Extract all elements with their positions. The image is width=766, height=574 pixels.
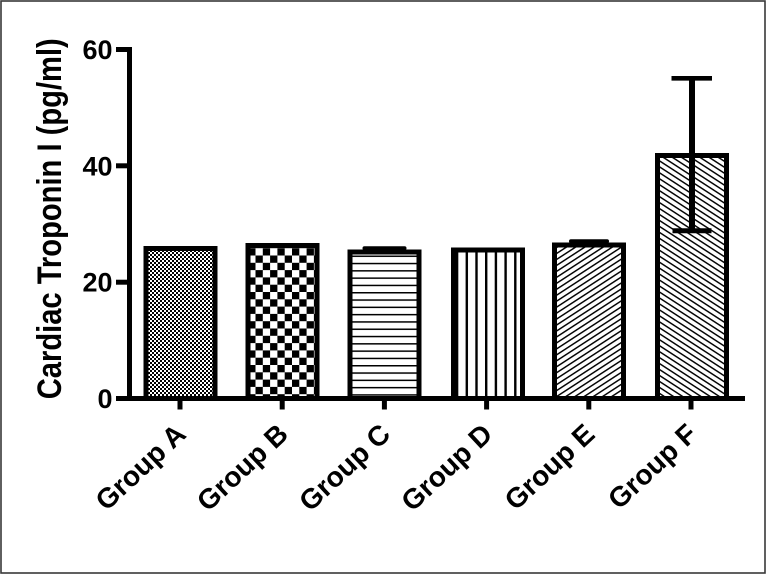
svg-text:60: 60 [82,35,112,65]
svg-text:Cardiac Troponin I (pg/ml): Cardiac Troponin I (pg/ml) [31,38,69,399]
svg-text:0: 0 [97,384,112,414]
svg-text:40: 40 [82,151,112,181]
svg-text:20: 20 [82,268,112,298]
